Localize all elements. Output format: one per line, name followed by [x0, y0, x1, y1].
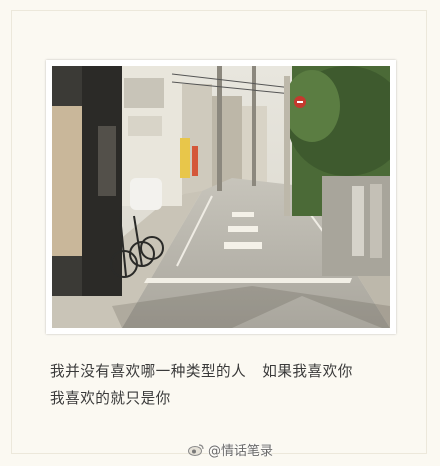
weibo-icon [188, 443, 204, 456]
street-scene-illustration [52, 66, 390, 328]
street-photo[interactable] [52, 66, 390, 328]
caption-line-1-part-a: 我并没有喜欢哪一种类型的人 [50, 363, 247, 380]
road-marking [224, 212, 262, 249]
post-caption: 我并没有喜欢哪一种类型的人 如果我喜欢你 我喜欢的就只是你 [50, 358, 400, 412]
caption-line-1-part-b: 如果我喜欢你 [262, 363, 353, 380]
watermark-text: @情话笔录 [208, 443, 274, 459]
bicycles [110, 215, 164, 278]
caption-line-1: 我并没有喜欢哪一种类型的人 如果我喜欢你 [50, 358, 400, 385]
photo-frame[interactable] [46, 60, 396, 334]
watermark[interactable]: @情话笔录 [188, 439, 273, 459]
caption-line-2: 我喜欢的就只是你 [50, 390, 171, 407]
